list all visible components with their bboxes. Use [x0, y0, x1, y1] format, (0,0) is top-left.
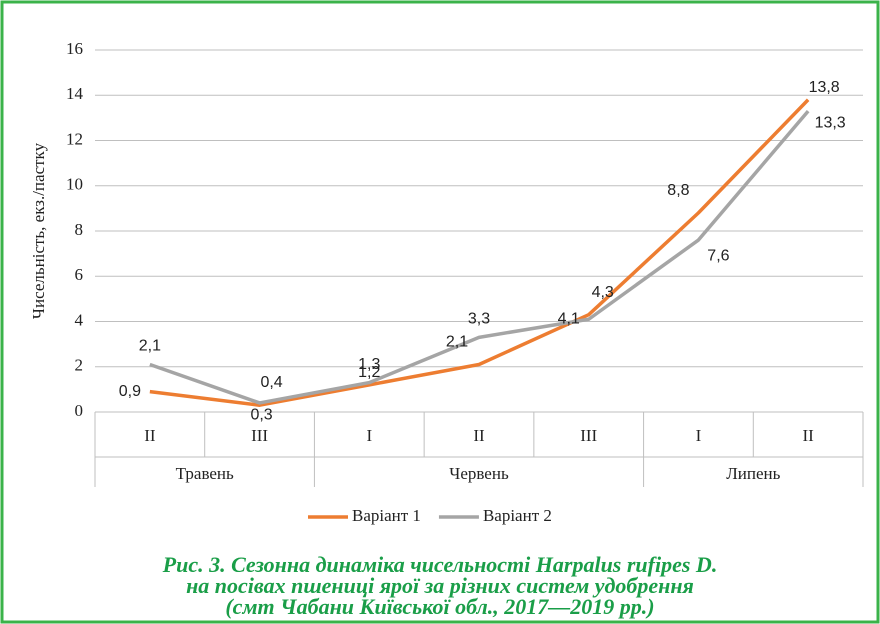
series-line	[149, 109, 810, 405]
y-tick-label: 4	[75, 310, 84, 329]
data-label: 4,3	[592, 284, 614, 301]
data-label: 4,1	[558, 310, 580, 327]
caption-line: (смт Чабани Київської обл., 2017—2019 рр…	[225, 594, 654, 619]
y-tick-label: 12	[66, 129, 83, 148]
x-tick-label: I	[366, 426, 372, 445]
x-tick-label: I	[696, 426, 702, 445]
y-tick-label: 10	[66, 175, 83, 194]
data-label: 0,4	[260, 374, 282, 391]
legend-label: Варіант 2	[483, 506, 552, 525]
data-label: 13,8	[809, 79, 840, 96]
y-tick-label: 6	[75, 265, 84, 284]
y-tick-label: 0	[75, 401, 84, 420]
y-tick-label: 14	[66, 84, 84, 103]
caption-line: Рис. 3. Сезонна динаміка чисельності Har…	[162, 552, 718, 577]
data-label: 8,8	[667, 182, 689, 199]
legend-label: Варіант 1	[352, 506, 421, 525]
series-line	[149, 98, 810, 407]
group-label: Липень	[726, 464, 780, 483]
caption-line: на посівах пшениці ярої за різних систем…	[186, 573, 694, 598]
data-label: 0,9	[119, 383, 141, 400]
data-label: 1,2	[358, 364, 380, 381]
y-axis-title: Чисельність, екз./пастку	[29, 142, 48, 319]
y-tick-label: 2	[75, 356, 84, 375]
x-tick-label: II	[802, 426, 814, 445]
data-label: 13,3	[815, 114, 846, 131]
x-tick-label: II	[473, 426, 485, 445]
data-label: 0,3	[250, 406, 272, 423]
group-label: Червень	[449, 464, 509, 483]
group-label: Травень	[176, 464, 234, 483]
data-label: 2,1	[139, 338, 161, 355]
data-label: 2,1	[446, 334, 468, 351]
x-tick-label: III	[580, 426, 597, 445]
y-tick-label: 16	[66, 39, 83, 58]
data-label: 7,6	[707, 247, 729, 264]
x-tick-label: III	[251, 426, 268, 445]
data-label: 3,3	[468, 311, 490, 328]
x-tick-label: II	[144, 426, 156, 445]
y-tick-label: 8	[75, 220, 84, 239]
data-label: 1,3	[358, 356, 380, 373]
